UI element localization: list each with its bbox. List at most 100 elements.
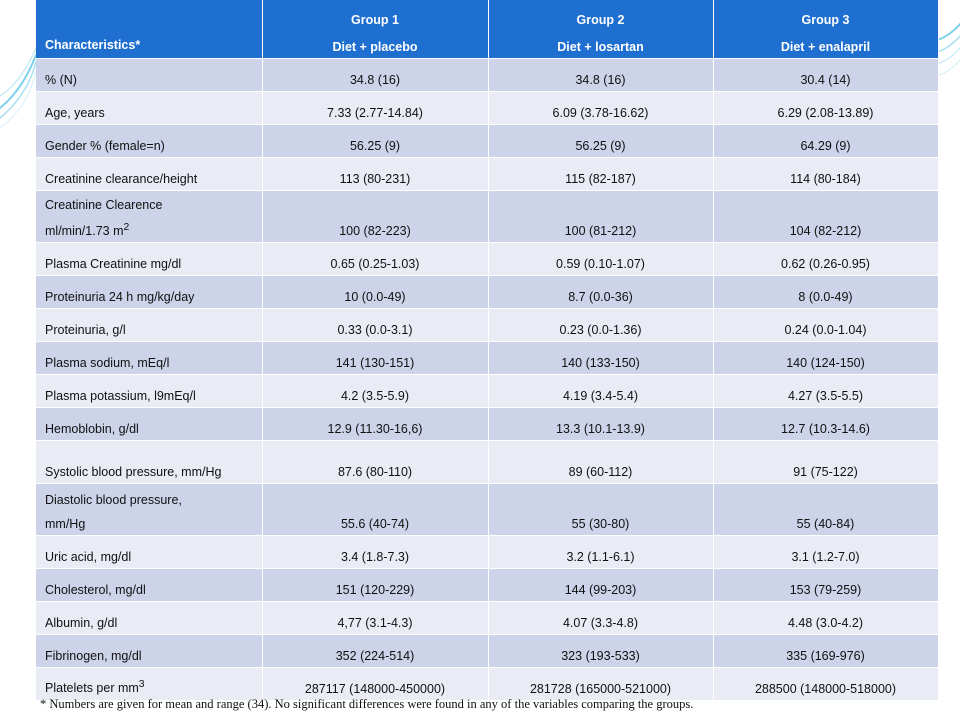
cell-group-3: 6.29 (2.08-13.89) [713,91,939,125]
row-label: Hemoblobin, g/dl [36,407,263,441]
cell-group-2: 4.07 (3.3-4.8) [488,601,714,635]
cell-group-1: 100 (82-223) [262,190,489,243]
table-row: Uric acid, mg/dl 3.4 (1.8-7.3) 3.2 (1.1-… [36,535,939,569]
cell-group-2: 34.8 (16) [488,58,714,92]
cell-group-1: 141 (130-151) [262,341,489,375]
table-row: Gender % (female=n) 56.25 (9) 56.25 (9) … [36,124,939,158]
table-row: Cholesterol, mg/dl 151 (120-229) 144 (99… [36,568,939,602]
cell-group-2: 0.59 (0.10-1.07) [488,242,714,276]
header-group-3: Group 3 Diet + enalapril [713,0,939,59]
table-row: Creatinine Clearence ml/min/1.73 m2 100 … [36,190,939,243]
cell-group-1: 10 (0.0-49) [262,275,489,309]
group-1-name: Group 1 [351,13,399,27]
table-header-row: Characteristics* Group 1 Diet + placebo … [36,0,939,59]
cell-group-2: 281728 (165000-521000) [488,667,714,700]
cell-group-3: 4.27 (3.5-5.5) [713,374,939,408]
row-label-line-1: Creatinine Clearence [45,197,163,212]
row-label-line-2: mm/Hg [45,517,86,531]
table-body: % (N) 34.8 (16) 34.8 (16) 30.4 (14) Age,… [36,58,939,700]
cell-group-2: 140 (133-150) [488,341,714,375]
cell-group-2: 115 (82-187) [488,157,714,191]
cell-group-1: 0.65 (0.25-1.03) [262,242,489,276]
cell-group-1: 352 (224-514) [262,634,489,668]
row-label: Proteinuria 24 h mg/kg/day [36,275,263,309]
cell-group-3: 140 (124-150) [713,341,939,375]
cell-group-3: 114 (80-184) [713,157,939,191]
cell-group-2: 8.7 (0.0-36) [488,275,714,309]
cell-group-3: 4.48 (3.0-4.2) [713,601,939,635]
cell-group-3: 12.7 (10.3-14.6) [713,407,939,441]
table-row: Proteinuria 24 h mg/kg/day 10 (0.0-49) 8… [36,275,939,309]
row-label: Plasma Creatinine mg/dl [36,242,263,276]
table-row: Albumin, g/dl 4,77 (3.1-4.3) 4.07 (3.3-4… [36,601,939,635]
row-label-superscript: 2 [123,221,130,233]
cell-group-1: 55.6 (40-74) [262,483,489,536]
row-label: Diastolic blood pressure, mm/Hg [36,483,263,536]
table-row: Diastolic blood pressure, mm/Hg 55.6 (40… [36,483,939,536]
row-label: Systolic blood pressure, mm/Hg [36,440,263,484]
row-label: Gender % (female=n) [36,124,263,158]
cell-group-3: 335 (169-976) [713,634,939,668]
cell-group-3: 8 (0.0-49) [713,275,939,309]
cell-group-1: 151 (120-229) [262,568,489,602]
row-label: Plasma sodium, mEq/l [36,341,263,375]
table-row: Platelets per mm3 287117 (148000-450000)… [36,667,939,700]
header-group-2: Group 2 Diet + losartan [488,0,714,59]
cell-group-3: 0.24 (0.0-1.04) [713,308,939,342]
row-label-line-2: ml/min/1.73 m [45,224,124,238]
cell-group-2: 100 (81-212) [488,190,714,243]
table-row: Age, years 7.33 (2.77-14.84) 6.09 (3.78-… [36,91,939,125]
table-row: Fibrinogen, mg/dl 352 (224-514) 323 (193… [36,634,939,668]
row-label: Creatinine Clearence ml/min/1.73 m2 [36,190,263,243]
table-row: Proteinuria, g/l 0.33 (0.0-3.1) 0.23 (0.… [36,308,939,342]
group-2-name: Group 2 [576,13,625,27]
cell-group-1: 4.2 (3.5-5.9) [262,374,489,408]
cell-group-1: 87.6 (80-110) [262,440,489,484]
cell-group-3: 104 (82-212) [713,190,939,243]
row-label-superscript: 3 [138,679,145,691]
cell-group-1: 287117 (148000-450000) [262,667,489,700]
cell-group-2: 6.09 (3.78-16.62) [488,91,714,125]
table-row: Plasma Creatinine mg/dl 0.65 (0.25-1.03)… [36,242,939,276]
row-label: Age, years [36,91,263,125]
cell-group-2: 55 (30-80) [488,483,714,536]
cell-group-2: 13.3 (10.1-13.9) [488,407,714,441]
group-3-treatment: Diet + enalapril [780,40,871,54]
cell-group-3: 55 (40-84) [713,483,939,536]
table-row: Creatinine clearance/height 113 (80-231)… [36,157,939,191]
table-row: Plasma potassium, l9mEq/l 4.2 (3.5-5.9) … [36,374,939,408]
table-row: Hemoblobin, g/dl 12.9 (11.30-16,6) 13.3 … [36,407,939,441]
cell-group-1: 12.9 (11.30-16,6) [262,407,489,441]
cell-group-3: 91 (75-122) [713,440,939,484]
cell-group-2: 3.2 (1.1-6.1) [488,535,714,569]
cell-group-1: 7.33 (2.77-14.84) [262,91,489,125]
characteristics-table-container: Characteristics* Group 1 Diet + placebo … [36,0,939,700]
cell-group-2: 144 (99-203) [488,568,714,602]
table-row: % (N) 34.8 (16) 34.8 (16) 30.4 (14) [36,58,939,92]
group-2-treatment: Diet + losartan [557,40,644,54]
row-label-text: Platelets per mm [45,681,139,696]
cell-group-3: 30.4 (14) [713,58,939,92]
cell-group-3: 3.1 (1.2-7.0) [713,535,939,569]
row-label: Proteinuria, g/l [36,308,263,342]
cell-group-2: 0.23 (0.0-1.36) [488,308,714,342]
row-label: Uric acid, mg/dl [36,535,263,569]
row-label: Creatinine clearance/height [36,157,263,191]
header-group-1: Group 1 Diet + placebo [262,0,489,59]
cell-group-1: 0.33 (0.0-3.1) [262,308,489,342]
row-label: Plasma potassium, l9mEq/l [36,374,263,408]
row-label: % (N) [36,58,263,92]
cell-group-3: 153 (79-259) [713,568,939,602]
cell-group-3: 288500 (148000-518000) [713,667,939,700]
cell-group-2: 56.25 (9) [488,124,714,158]
group-1-treatment: Diet + placebo [332,40,418,54]
cell-group-2: 4.19 (3.4-5.4) [488,374,714,408]
cell-group-3: 0.62 (0.26-0.95) [713,242,939,276]
table-footnote: * Numbers are given for mean and range (… [40,697,694,711]
characteristics-table: Characteristics* Group 1 Diet + placebo … [36,0,939,700]
cell-group-1: 113 (80-231) [262,157,489,191]
row-label: Cholesterol, mg/dl [36,568,263,602]
group-3-name: Group 3 [801,13,850,27]
cell-group-1: 3.4 (1.8-7.3) [262,535,489,569]
row-label-line-1: Diastolic blood pressure, [45,493,182,507]
